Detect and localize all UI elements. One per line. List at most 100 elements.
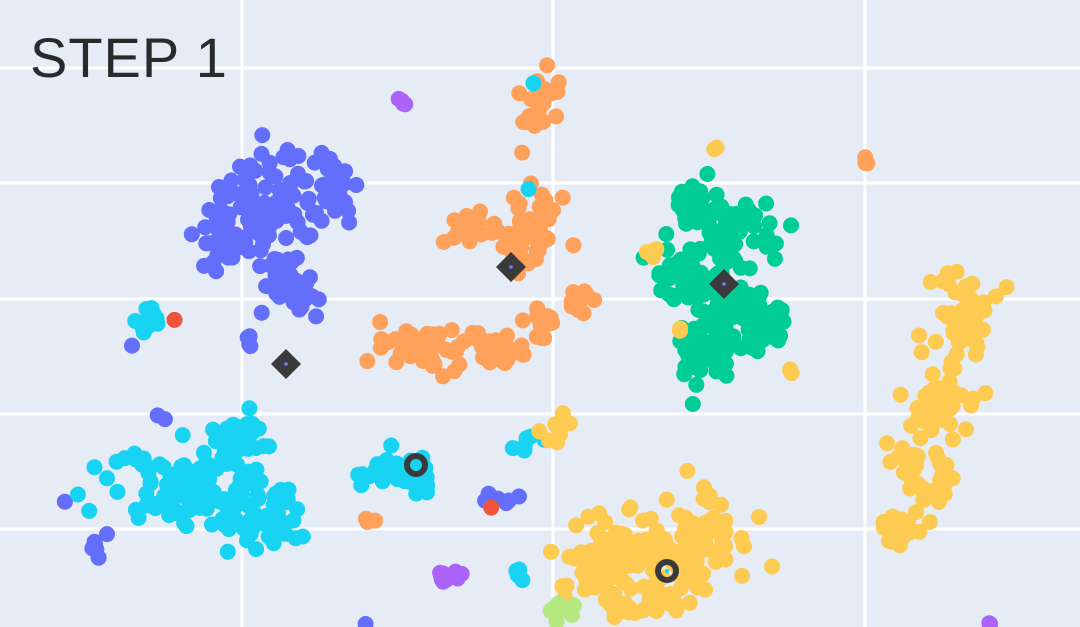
data-point [127,313,144,329]
data-point [326,192,343,209]
data-point [383,437,400,454]
data-point [537,81,554,98]
data-point [882,519,899,536]
data-point [963,397,980,414]
data-point [178,502,195,519]
data-point [565,237,582,254]
data-point [212,229,229,246]
data-point [468,331,485,347]
data-point [901,467,918,484]
data-point [495,238,512,255]
data-point [443,322,460,339]
data-point [220,521,237,538]
data-point [644,530,661,547]
data-point [752,308,769,324]
data-point [451,356,468,373]
data-point [859,155,876,172]
data-point [408,485,425,502]
data-point [905,446,922,463]
data-point [138,497,155,514]
data-point [205,484,222,501]
data-point [252,258,269,275]
data-point [621,501,638,518]
data-point [126,445,143,462]
data-point [721,300,738,317]
data-point [717,512,734,529]
data-point [913,344,930,361]
centroid-markers [271,252,739,583]
data-point [435,368,452,385]
circle-marker [404,453,428,477]
data-point [921,514,938,530]
data-point [258,278,275,295]
data-point [964,275,981,292]
data-point [269,278,286,295]
data-point [884,533,901,550]
data-point [921,400,938,417]
data-point [341,214,358,231]
data-point [514,312,531,329]
data-point [294,528,311,545]
data-point [764,558,781,575]
data-point [518,430,535,447]
data-point [740,321,757,338]
data-point [486,215,503,232]
data-point [241,400,258,417]
data-point [178,518,195,535]
data-point [446,212,463,229]
data-point [99,526,115,543]
data-point [681,534,698,551]
data-point [922,274,939,290]
data-point [912,430,929,447]
data-point [903,522,920,539]
marker-center-dot [665,569,669,573]
data-point [219,188,236,205]
data-point [695,565,712,582]
data-point [549,83,566,100]
data-point [198,500,215,517]
data-point [496,355,513,372]
data-point [69,486,86,503]
data-point [699,166,716,182]
data-point [514,144,531,161]
data-point [622,600,639,617]
step-title: STEP 1 [30,26,228,89]
data-point [244,210,261,227]
data-point [713,198,730,215]
data-point [267,205,284,222]
data-point [241,177,258,194]
data-point [571,295,588,312]
data-point [216,434,233,451]
data-point [308,204,324,221]
data-point [672,320,689,337]
data-point [161,507,178,524]
data-point [232,470,249,487]
data-point [638,244,655,260]
data-point [261,438,277,455]
data-point [140,465,157,481]
data-point [580,508,597,525]
data-point [701,520,717,537]
circle-marker [655,559,679,583]
data-point [227,496,244,513]
data-point [235,519,252,536]
data-point [681,594,698,611]
data-point [228,433,245,450]
data-point [232,158,248,175]
data-point [214,203,231,220]
data-point [783,217,799,234]
data-point [682,546,698,562]
data-point [675,277,692,294]
data-point [679,462,696,479]
data-point [658,226,675,242]
data-point [628,551,644,568]
data-point [879,435,895,452]
data-point [531,198,548,215]
data-point [661,286,678,303]
data-point [681,354,698,371]
data-point [320,161,337,178]
data-point [689,268,706,284]
data-point [689,579,706,596]
data-point [944,431,961,448]
